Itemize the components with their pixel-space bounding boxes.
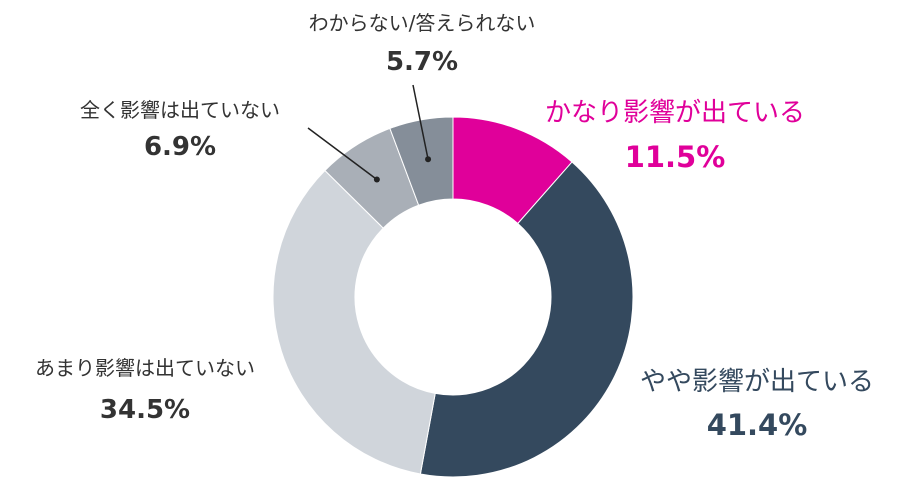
slice-amari [272,169,436,475]
donut-slices [272,116,634,478]
slice-wakaranai [389,116,454,206]
slice-label-kanari: かなり影響が出ている [545,98,805,128]
slice-value-wakaranai: 5.7% [386,47,458,77]
leader-dot-mattaku [373,176,380,183]
slice-yaya [419,161,634,478]
leader-line-mattaku [307,127,378,181]
leader-dot-wakaranai [425,156,432,163]
slice-value-yaya: 41.4% [707,408,808,442]
leader-lines [307,84,432,183]
slice-label-mattaku: 全く影響は出ていない [80,98,280,122]
leader-line-wakaranai [412,84,429,160]
slice-value-amari: 34.5% [100,395,190,425]
slice-label-yaya: やや影響が出ている [640,367,874,397]
slice-label-wakaranai: わからない/答えられない [309,11,536,35]
slice-value-kanari: 11.5% [625,140,726,174]
slice-value-mattaku: 6.9% [144,132,216,162]
slice-label-amari: あまり影響は出ていない [35,356,255,380]
